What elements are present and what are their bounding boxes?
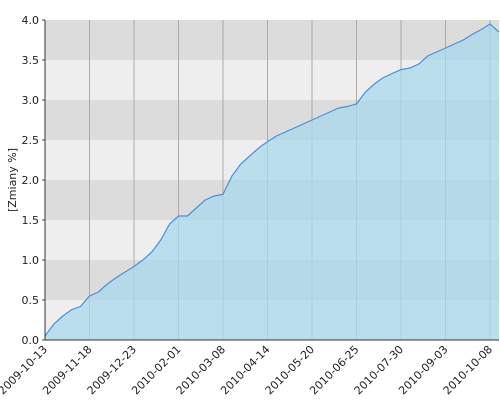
area (45, 24, 499, 340)
y-tick-label: 0.5 (22, 294, 40, 307)
y-tick-label: 3.5 (22, 54, 40, 67)
line (44, 23, 500, 337)
y-tick-label: 0.0 (22, 334, 40, 347)
y-tick-label: 1.0 (22, 254, 40, 267)
y-tick-label: 3.0 (22, 94, 40, 107)
y-axis-label: [Zmiany %] (6, 148, 19, 212)
y-tick-label: 2.0 (22, 174, 40, 187)
y-tick-label: 1.5 (22, 214, 40, 227)
y-tick-label: 4.0 (22, 14, 40, 27)
grid-band (45, 20, 499, 60)
y-tick-label: 2.5 (22, 134, 40, 147)
